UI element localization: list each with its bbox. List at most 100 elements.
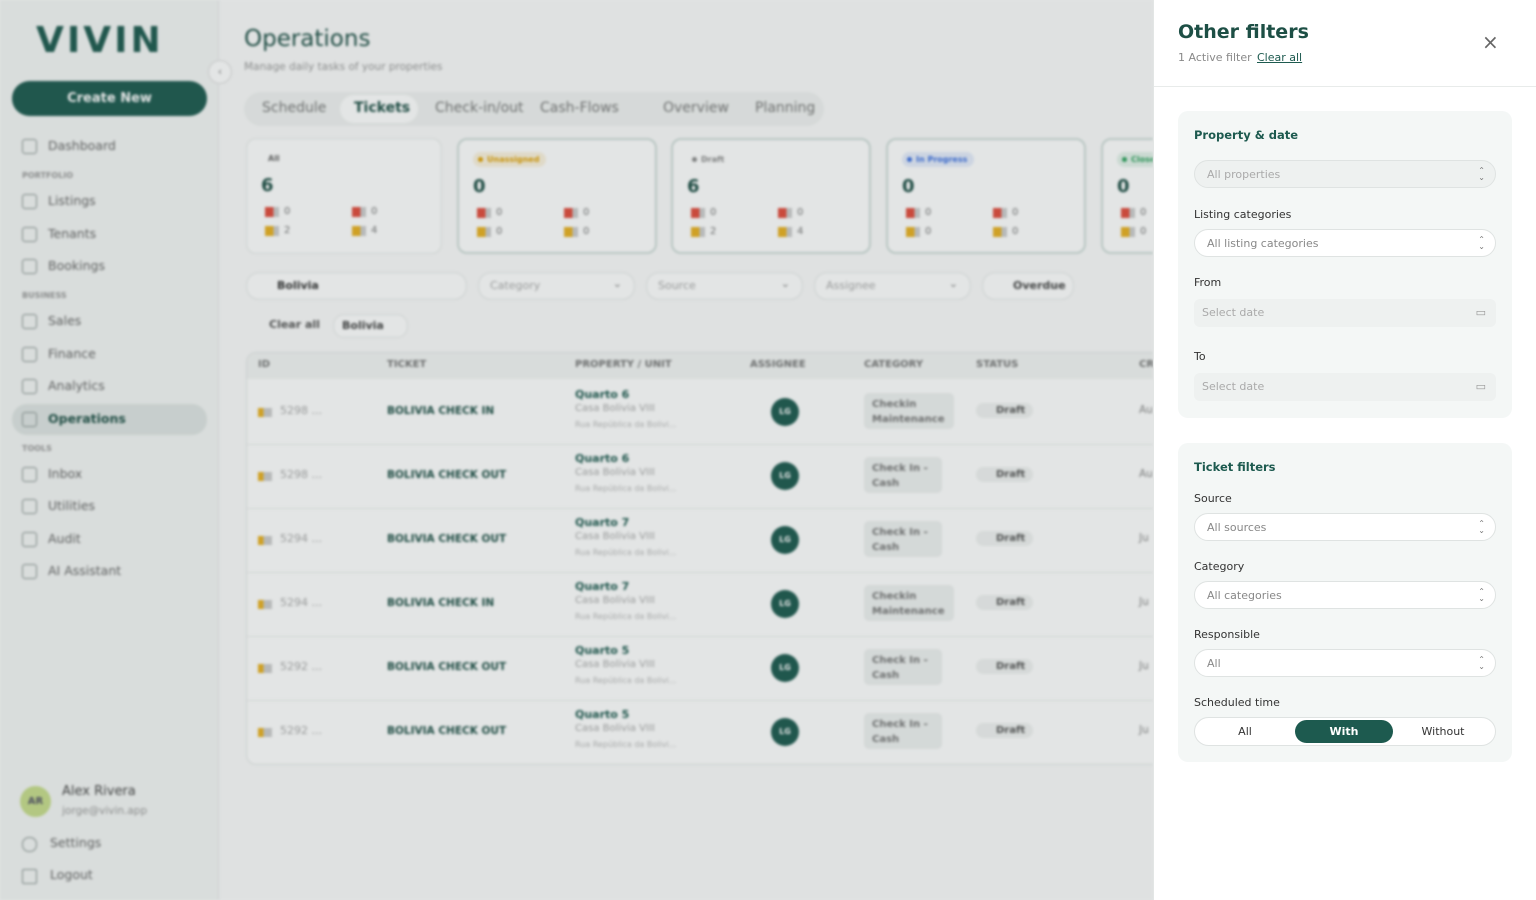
create-new[interactable]: Create New (12, 81, 207, 116)
card-stat: 0 (496, 207, 503, 218)
nav-item[interactable]: Inbox (48, 465, 83, 481)
segment[interactable]: With (1295, 720, 1393, 743)
column-header: ID (258, 359, 271, 370)
nav-item[interactable]: Listings (48, 193, 96, 208)
filter-dropdown[interactable]: Source ⌄ (646, 272, 803, 300)
row-divider (247, 508, 1153, 509)
column-header: CATEGORY (864, 359, 924, 370)
status-card[interactable]: Unassigned 0 0 0 0 0 (457, 138, 657, 254)
nav-item[interactable]: Sales (48, 313, 82, 328)
date-input[interactable]: Select date (1194, 299, 1496, 327)
priority-icon (993, 227, 1007, 237)
filter-chip[interactable]: Bolivia (333, 314, 408, 338)
column-header: CR (1139, 359, 1153, 370)
ticket-name[interactable]: BOLIVIA CHECK OUT (387, 533, 507, 545)
ticket-name[interactable]: BOLIVIA CHECK OUT (387, 661, 507, 673)
ticket-name[interactable]: BOLIVIA CHECK IN (387, 597, 495, 609)
select[interactable]: All sources (1194, 513, 1496, 541)
close-button[interactable]: × (1482, 30, 1499, 54)
collapse-button[interactable]: ‹ (208, 60, 232, 84)
select[interactable]: All (1194, 649, 1496, 677)
address: Rua República da Bolivi... (575, 484, 677, 493)
nav-item[interactable]: AI Assistant (48, 563, 122, 578)
card-stat: 0 (710, 207, 717, 218)
status-pill: In Progress (902, 152, 975, 167)
card-stat: 0 (496, 226, 503, 237)
tab[interactable]: Cash-Flows (540, 100, 619, 116)
priority-icon (477, 227, 491, 237)
nav-item[interactable]: Audit (48, 530, 81, 546)
segment[interactable]: All (1238, 725, 1252, 738)
status-card[interactable]: Draft 6 0 0 2 4 (671, 138, 871, 254)
card-count: 0 (1117, 176, 1130, 197)
ticket-name[interactable]: BOLIVIA CHECK OUT (387, 725, 507, 737)
building: Casa Bolivia VIII (575, 595, 655, 606)
address: Rua República da Bolivi... (575, 420, 677, 429)
column-header: TICKET (387, 359, 427, 370)
nav-heading: BUSINESS (22, 291, 67, 300)
nav-item[interactable]: Tenants (48, 225, 97, 241)
status-pill: Unassigned (473, 152, 547, 167)
ticket-name[interactable]: BOLIVIA CHECK OUT (387, 469, 507, 481)
nav-item[interactable]: Dashboard (48, 138, 116, 153)
nav-item[interactable]: Finance (48, 345, 96, 361)
nav-item[interactable]: Bookings (48, 258, 105, 273)
nav-item[interactable]: Utilities (48, 498, 96, 513)
tab-active (340, 95, 418, 123)
filter-dropdown[interactable]: Category ⌄ (478, 272, 635, 300)
clear-chips[interactable]: Clear all (269, 318, 320, 331)
assignee-avatar: LG (771, 462, 799, 490)
panel-title: Other filters (1178, 21, 1309, 43)
clear-all[interactable]: Clear all (1257, 51, 1303, 64)
user-name: Alex Rivera (62, 784, 136, 799)
table: ID TICKET PROPERTY / UNIT ASSIGNEE CATEGORY S… (246, 352, 1153, 765)
tab[interactable]: Schedule (262, 100, 327, 116)
tab[interactable]: Overview (663, 100, 729, 116)
status-card[interactable]: In Progress 0 0 0 0 0 (886, 138, 1086, 254)
building: Casa Bolivia VIII (575, 723, 655, 734)
status-pill: Draft (687, 152, 731, 167)
nav-item[interactable]: Analytics (48, 378, 105, 393)
nav-icon (22, 314, 37, 329)
footer-item[interactable]: Logout (50, 867, 93, 882)
status-card[interactable]: Closed00000 (1101, 138, 1153, 254)
ticket-name[interactable]: BOLIVIA CHECK IN (387, 405, 495, 417)
select[interactable]: All categories (1194, 581, 1496, 609)
select[interactable]: All properties (1194, 160, 1496, 188)
tab[interactable]: Planning (755, 100, 816, 116)
priority-icon (352, 207, 366, 217)
nav-active (12, 403, 207, 435)
date-input[interactable]: Select date (1194, 373, 1496, 401)
select[interactable]: All listing categories (1194, 229, 1496, 257)
page-subtitle: Manage daily tasks of your properties (244, 61, 443, 73)
priority-icon (906, 227, 920, 237)
segmented-control: All With Without (1194, 717, 1496, 746)
nav-item[interactable]: Operations (48, 410, 126, 426)
footer-item[interactable]: Settings (50, 835, 102, 850)
status-tag: Draft (976, 659, 1034, 674)
status-card[interactable]: All 6 0 0 2 4 (246, 138, 442, 254)
card-stat: 0 (925, 226, 932, 237)
address: Rua República da Bolivi... (575, 740, 677, 749)
nav-icon (22, 531, 37, 547)
tab[interactable]: Check-in/out (435, 100, 524, 116)
tab[interactable]: Tickets (354, 100, 411, 116)
label: From (1194, 276, 1222, 289)
overdue-button[interactable]: Overdue (982, 272, 1074, 300)
ticket-id: 5294 ... (280, 596, 322, 609)
priority-icon (691, 227, 705, 237)
page-title: Operations (244, 26, 371, 52)
filter-dropdown[interactable]: Assignee ⌄ (814, 272, 971, 300)
segment[interactable]: Without (1421, 725, 1465, 738)
overlay[interactable] (0, 0, 1153, 900)
priority-icon (1121, 208, 1135, 218)
status-tag: Draft (976, 467, 1034, 482)
footer-icon (22, 869, 37, 884)
chevron: ⌄ (948, 277, 958, 290)
dropdown-text: Source (658, 279, 696, 292)
row-divider (247, 444, 1153, 445)
search-input[interactable]: Bolivia (246, 272, 467, 300)
created: Ju (1139, 532, 1149, 544)
filter-panel: Other filters 1 Active filter Clear all … (1153, 0, 1536, 900)
